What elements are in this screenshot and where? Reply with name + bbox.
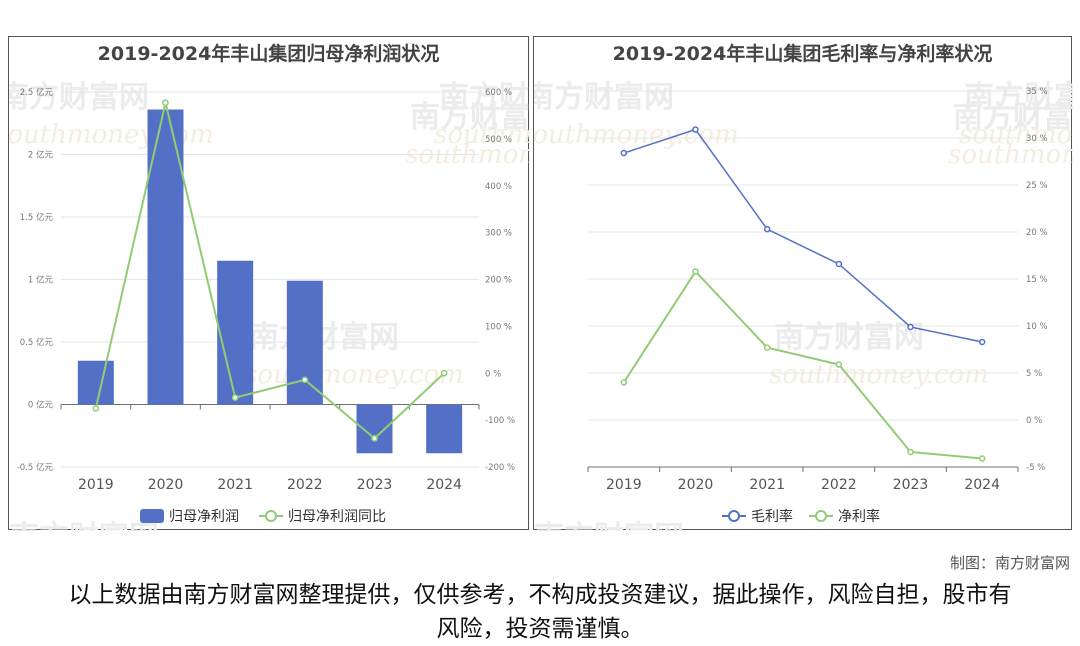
y-right-tick-label: 500 % [485, 135, 512, 145]
watermark-cn: 南方财富网 [953, 530, 1073, 531]
point-net-margin [835, 361, 843, 368]
x-tick-label: 2021 [749, 477, 785, 493]
bar-net-profit [426, 404, 463, 454]
x-tick-label: 2020 [678, 477, 714, 493]
legend-line-marker [815, 510, 827, 522]
point-net-margin [907, 448, 914, 456]
x-tick-label: 2020 [148, 477, 184, 493]
y-left-tick-label: 0 亿元 [28, 400, 54, 411]
legend-label: 归母净利润同比 [288, 508, 386, 525]
legend-bar-swatch [140, 509, 164, 523]
y-right-tick-label: 400 % [485, 182, 512, 192]
y-right-tick-label: 10 % [1026, 322, 1048, 332]
watermark-cn: 南方财富网 [774, 320, 924, 355]
x-tick-label: 2019 [606, 477, 642, 493]
point-yoy-growth [440, 369, 448, 377]
point-yoy-growth [301, 376, 309, 384]
y-right-tick-label: -200 % [485, 463, 515, 473]
y-right-tick-label: 30 % [1026, 134, 1048, 144]
legend-label: 净利率 [838, 508, 880, 525]
line-yoy-growth [94, 102, 445, 440]
watermark-en: southmoney.com [769, 360, 989, 390]
y-left-tick-label: 2.5 亿元 [20, 87, 54, 98]
credit-text: 制图：南方财富网 [949, 554, 1070, 572]
watermark-en: southmoney.com [959, 120, 1073, 150]
point-yoy-growth [92, 405, 100, 412]
y-left-tick-label: -0.5 亿元 [17, 462, 54, 473]
y-right-tick-label: 0 % [1026, 416, 1042, 426]
point-gross-margin [835, 260, 843, 268]
point-yoy-growth [231, 394, 239, 401]
watermark-cn: 南方财富网 [534, 520, 684, 531]
line-net-margin [622, 269, 983, 460]
point-net-margin [978, 455, 986, 462]
y-right-tick-label: 35 % [1026, 87, 1048, 97]
watermark-cn: 南方财富网 [953, 100, 1073, 135]
watermark-en: southmoney.com [948, 140, 1073, 170]
y-right-tick-label: 600 % [485, 88, 512, 98]
y-right-tick-label: 100 % [485, 322, 512, 332]
point-yoy-growth [162, 99, 169, 107]
y-right-tick-label: 5 % [1026, 369, 1042, 379]
y-left-tick-label: 1 亿元 [28, 275, 54, 286]
x-tick-label: 2024 [964, 477, 1000, 493]
point-gross-margin [978, 338, 986, 346]
y-right-tick-label: -5 % [1026, 463, 1045, 473]
watermark-cn: 南方财富网 [410, 530, 530, 531]
right-chart-panel: 2019-2024年丰山集团毛利率与净利率状况 南方财富网 southmoney.… [533, 36, 1073, 531]
left-chart-title: 2019-2024年丰山集团归母净利润状况 [97, 43, 440, 65]
watermark-cn: 南方财富网 [964, 80, 1073, 115]
legend-label: 归母净利润 [169, 508, 239, 525]
right-chart-svg: 南方财富网southmoney.com南方财富网southmoney.com南方… [534, 80, 1073, 531]
watermark-cn: 南方财富网 [249, 320, 399, 355]
x-tick-label: 2021 [217, 477, 253, 493]
x-tick-label: 2024 [426, 477, 462, 493]
x-tick-label: 2023 [357, 477, 393, 493]
disclaimer-text: 以上数据由南方财富网整理提供，仅供参考，不构成投资建议，据此操作，风险自担，股市… [68, 582, 1012, 642]
point-yoy-growth [371, 435, 378, 442]
left-chart-panel: 2019-2024年丰山集团归母净利润状况 南方财富网 southmoney.co… [8, 36, 530, 531]
point-gross-margin [907, 323, 914, 331]
x-tick-label: 2022 [287, 477, 323, 493]
point-net-margin [620, 379, 628, 386]
y-right-tick-label: 200 % [485, 276, 512, 286]
legend-line-marker [265, 510, 277, 522]
y-right-tick-label: 25 % [1026, 181, 1048, 191]
bar-net-profit [286, 280, 323, 405]
point-net-margin [692, 268, 699, 275]
x-tick-label: 2019 [78, 477, 114, 493]
y-right-tick-label: 15 % [1026, 275, 1048, 285]
x-tick-label: 2022 [821, 477, 857, 493]
y-left-tick-label: 1.5 亿元 [20, 212, 54, 223]
y-right-tick-label: 300 % [485, 229, 512, 239]
bar-net-profit [77, 360, 114, 405]
watermark-cn: 南方财富网 [534, 80, 674, 115]
x-tick-label: 2023 [893, 477, 929, 493]
legend-label: 毛利率 [751, 508, 793, 525]
y-right-tick-label: 0 % [485, 369, 501, 379]
watermark-en: southmoney.com [534, 120, 739, 150]
point-gross-margin [692, 126, 699, 133]
right-chart-title: 2019-2024年丰山集团毛利率与净利率状况 [612, 43, 993, 65]
watermark-cn: 南方财富网 [9, 80, 149, 115]
point-net-margin [763, 344, 771, 351]
y-left-tick-label: 2 亿元 [28, 150, 54, 161]
watermark-en: southmoney.com [434, 120, 530, 150]
bar-net-profit [217, 260, 254, 405]
point-gross-margin [620, 149, 628, 157]
y-right-tick-label: -100 % [485, 416, 515, 426]
left-chart-svg: 南方财富网southmoney.com南方财富网southmoney.com南方… [9, 80, 530, 531]
y-left-tick-label: 0.5 亿元 [20, 337, 54, 348]
legend-line-marker [728, 510, 740, 522]
y-right-tick-label: 20 % [1026, 228, 1048, 238]
point-gross-margin [763, 225, 771, 233]
watermark-cn: 南方财富网 [9, 520, 159, 531]
watermark-cn: 南方财富网 [410, 100, 530, 135]
watermark-cn: 南方财富网 [439, 80, 530, 115]
line-gross-margin [623, 128, 983, 343]
